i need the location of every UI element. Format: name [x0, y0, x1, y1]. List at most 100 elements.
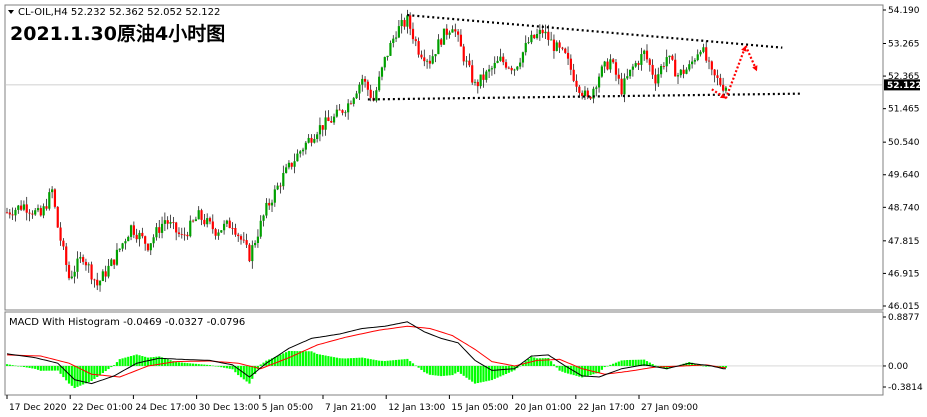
- histogram-bar: [465, 365, 468, 378]
- histogram-bar: [276, 355, 279, 366]
- bull-candle: [79, 251, 82, 264]
- bear-candle: [180, 227, 183, 239]
- time-tick-label: 22 Jan 17:00: [578, 403, 635, 413]
- histogram-bar: [482, 365, 485, 382]
- histogram-bar: [73, 365, 76, 389]
- bull-candle: [516, 66, 519, 71]
- histogram-bar: [141, 356, 144, 366]
- histogram-bar: [620, 360, 623, 366]
- histogram-bar: [691, 362, 694, 366]
- histogram-bar: [428, 365, 432, 375]
- histogram-bar: [324, 355, 327, 366]
- histogram-bar: [321, 355, 324, 366]
- macd-main-line: [6, 321, 726, 385]
- histogram-bar: [113, 365, 116, 366]
- histogram-bar: [14, 365, 17, 367]
- bull-candle: [688, 60, 691, 72]
- bull-candle: [524, 35, 527, 56]
- bear-candle: [606, 58, 609, 71]
- bull-candle: [347, 99, 350, 120]
- time-tick-label: 15 Jan 05:00: [451, 403, 508, 413]
- histogram-bar: [369, 359, 372, 366]
- bear-candle: [144, 235, 147, 251]
- bear-candle: [476, 79, 479, 94]
- bear-candle: [654, 68, 657, 91]
- bull-candle: [702, 43, 705, 54]
- histogram-bar: [645, 361, 649, 366]
- dropdown-triangle-icon[interactable]: [8, 10, 14, 14]
- histogram-bar: [65, 365, 68, 381]
- bull-candle: [392, 35, 395, 48]
- bull-candle: [597, 73, 601, 93]
- histogram-bar: [121, 358, 124, 366]
- bear-candle: [211, 214, 214, 234]
- bear-candle: [564, 47, 567, 54]
- histogram-bar: [521, 363, 525, 366]
- histogram-bar: [578, 365, 581, 377]
- histogram-bar: [344, 358, 347, 366]
- bull-candle: [383, 56, 386, 71]
- annotation-title: 2021.1.30原油4小时图: [10, 23, 225, 45]
- histogram-bar: [273, 357, 276, 366]
- histogram-bar: [473, 365, 477, 384]
- bull-candle: [485, 69, 488, 83]
- histogram-bar: [538, 358, 541, 366]
- histogram-bar: [172, 361, 175, 366]
- bear-candle: [93, 278, 96, 288]
- bull-candle: [270, 199, 274, 213]
- time-tick-label: 17 Dec 2020: [9, 403, 67, 413]
- bull-candle: [696, 49, 699, 62]
- trendline-lower[interactable]: [367, 92, 803, 101]
- histogram-bar: [442, 365, 446, 376]
- bear-candle: [468, 53, 471, 68]
- bull-candle: [265, 198, 268, 219]
- histogram-bar: [307, 351, 310, 366]
- time-axis: 17 Dec 2020 22 Dec 01:00 24 Dec 17:00 30 De…: [6, 395, 698, 413]
- histogram-bar: [19, 365, 23, 367]
- histogram-bar: [547, 358, 550, 366]
- histogram-bar: [397, 359, 400, 366]
- histogram-bar: [445, 365, 448, 376]
- price-panel[interactable]: [4, 4, 884, 311]
- histogram-bar: [163, 358, 166, 366]
- histogram-bar: [358, 357, 361, 366]
- histogram-bar: [569, 365, 572, 375]
- price-tick-label: 47.815: [888, 237, 920, 247]
- time-tick-label: 12 Jan 13:00: [388, 403, 445, 413]
- bear-candle: [183, 227, 186, 241]
- bull-candle: [107, 258, 110, 279]
- histogram-bar: [454, 365, 457, 374]
- histogram-bar: [316, 353, 319, 366]
- current-price-label: 52.122: [887, 81, 922, 91]
- bull-candle: [316, 131, 319, 143]
- bull-candle: [194, 216, 197, 222]
- histogram-bar: [719, 365, 722, 368]
- histogram-bar: [448, 365, 451, 376]
- bear-candle: [200, 208, 203, 226]
- histogram-bar: [194, 363, 197, 366]
- bull-candle: [36, 204, 40, 213]
- macd-panel[interactable]: [4, 311, 884, 396]
- histogram-bar: [107, 365, 110, 370]
- bull-candle: [296, 149, 299, 162]
- bull-candle: [352, 96, 355, 107]
- bull-candle: [640, 47, 643, 71]
- bear-candle: [279, 182, 282, 194]
- bear-candle: [19, 200, 23, 211]
- price-tick-label: 50.540: [888, 138, 920, 148]
- bear-candle: [705, 41, 708, 63]
- bear-candle: [510, 65, 513, 75]
- bear-candle: [369, 84, 372, 102]
- bear-candle: [471, 59, 474, 85]
- histogram-bar: [56, 365, 59, 371]
- bull-candle: [115, 243, 119, 266]
- bear-candle: [245, 233, 248, 249]
- bear-candle: [5, 207, 9, 214]
- histogram-bar: [45, 365, 48, 371]
- bear-candle: [428, 55, 432, 69]
- histogram-bar: [186, 363, 189, 366]
- bear-candle: [589, 95, 592, 101]
- bull-candle: [101, 269, 104, 282]
- histogram-bar: [169, 360, 172, 366]
- bear-candle: [614, 58, 618, 82]
